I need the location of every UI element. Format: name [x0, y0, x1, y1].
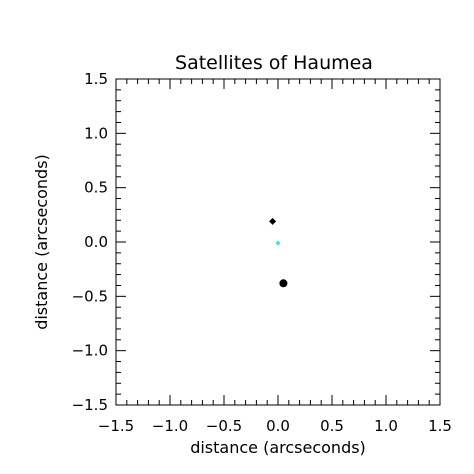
- x-tick-label: 0.5: [320, 417, 344, 435]
- x-tick-label: −1.5: [98, 417, 134, 435]
- data-point-1: [269, 217, 277, 225]
- data-points: [269, 217, 288, 288]
- y-tick-label: 1.5: [84, 70, 108, 88]
- y-tick-label: −0.5: [72, 287, 108, 305]
- y-tick-label: 0.0: [84, 233, 108, 251]
- x-axis-tick-labels: −1.5 −1.0 −0.5 0.0 0.5 1.0 1.5: [98, 417, 452, 435]
- x-tick-label: −0.5: [206, 417, 242, 435]
- x-tick-label: 1.5: [428, 417, 452, 435]
- y-tick-label: −1.5: [72, 396, 108, 414]
- x-axis-ticks: [115, 79, 441, 405]
- x-axis-label: distance (arcseconds): [190, 438, 366, 457]
- y-tick-label: 1.0: [84, 124, 108, 142]
- data-point-2: [275, 240, 281, 246]
- x-tick-label: 1.0: [374, 417, 398, 435]
- data-point-3: [279, 279, 288, 288]
- y-axis-label: distance (arcseconds): [32, 154, 51, 330]
- y-tick-label: 0.5: [84, 179, 108, 197]
- y-axis-ticks: [116, 78, 440, 406]
- y-tick-label: −1.0: [72, 342, 108, 360]
- x-tick-label: 0.0: [266, 417, 290, 435]
- y-axis-tick-labels: −1.5 −1.0 −0.5 0.0 0.5 1.0 1.5: [72, 70, 108, 414]
- x-tick-label: −1.0: [152, 417, 188, 435]
- chart-title: Satellites of Haumea: [175, 52, 373, 74]
